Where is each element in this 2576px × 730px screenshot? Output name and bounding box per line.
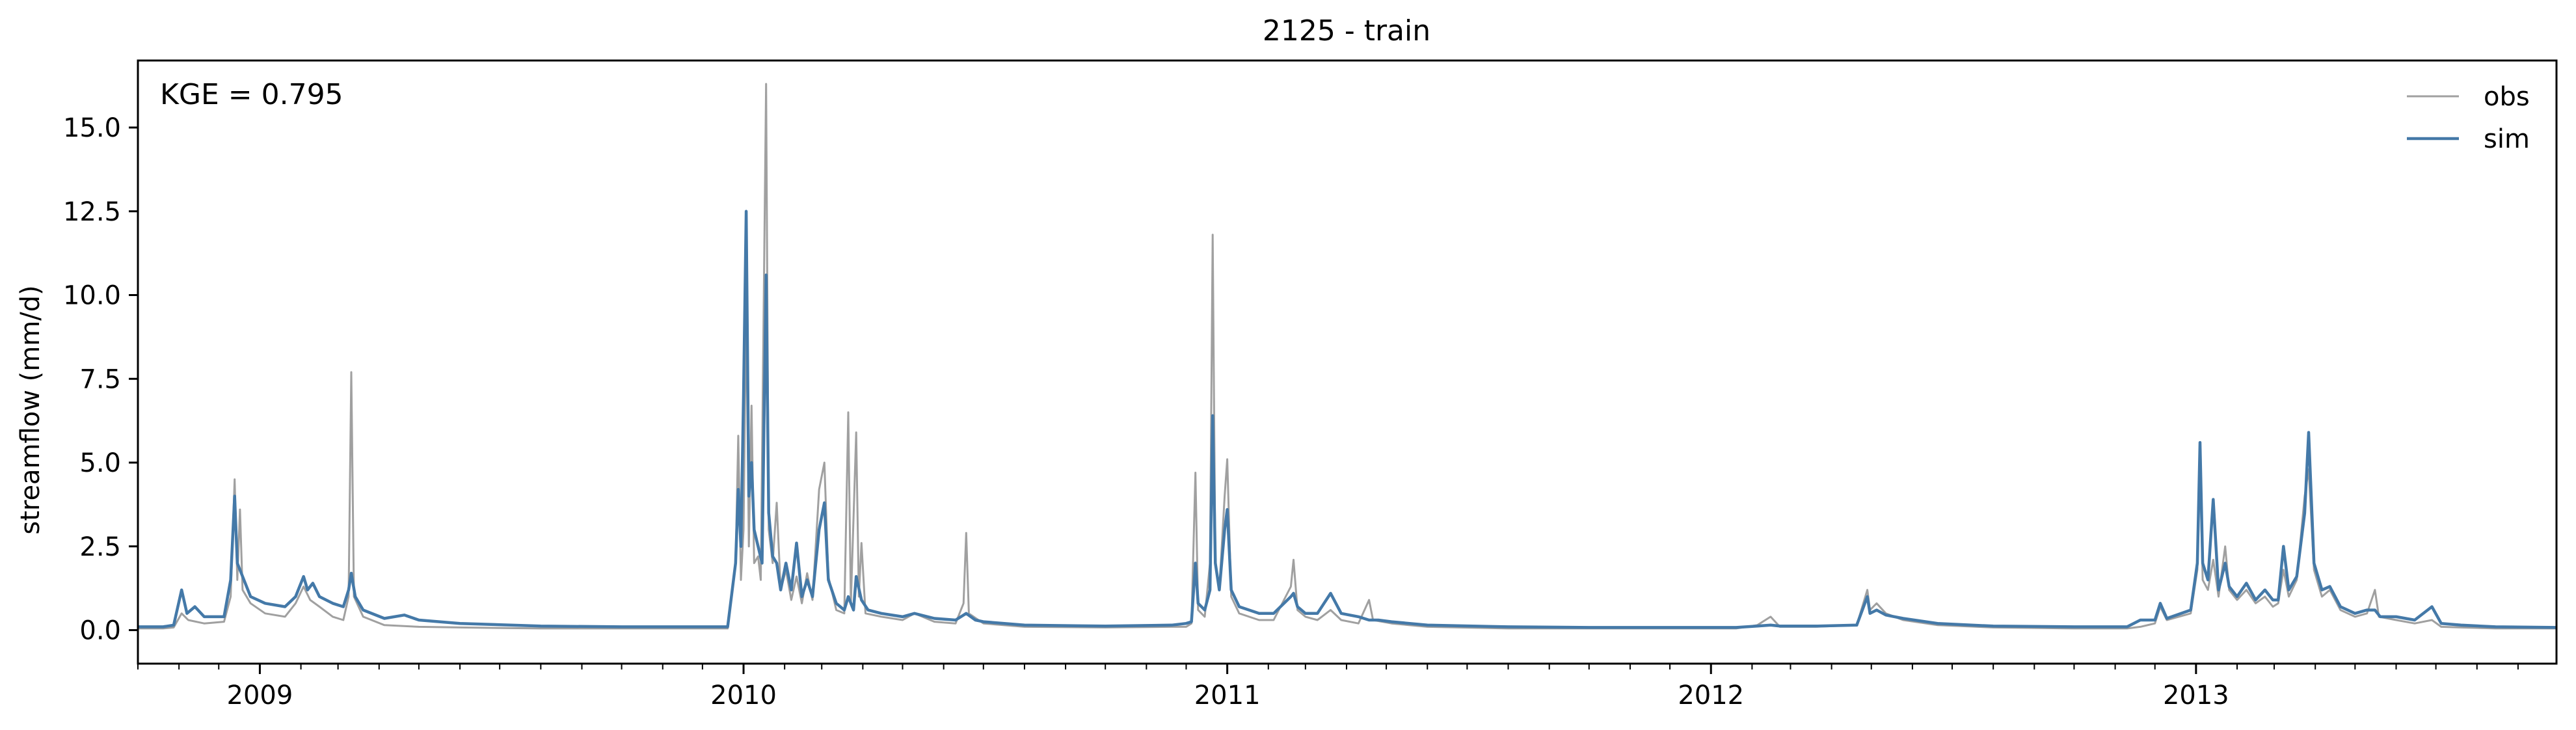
y-tick-label: 5.0 bbox=[79, 448, 121, 478]
y-tick-label: 12.5 bbox=[63, 197, 121, 227]
x-tick-label: 2011 bbox=[1194, 681, 1261, 710]
x-tick-label: 2013 bbox=[2163, 681, 2229, 710]
legend-label-obs: obs bbox=[2484, 82, 2530, 112]
x-axis-ticks: 2009 2010 2011 2012 2013 bbox=[137, 664, 2519, 710]
plot-frame bbox=[137, 59, 2558, 665]
chart-title: 2125 - train bbox=[1263, 14, 1430, 47]
x-tick-label: 2009 bbox=[227, 681, 293, 710]
legend: obs sim bbox=[2407, 82, 2530, 154]
series-layer bbox=[138, 83, 2557, 630]
x-tick-label: 2012 bbox=[1678, 681, 1744, 710]
y-tick-label: 10.0 bbox=[63, 281, 121, 311]
y-axis-label: streamflow (mm/d) bbox=[16, 285, 46, 534]
series-line-sim bbox=[138, 210, 2557, 629]
y-axis-ticks: 0.0 2.5 5.0 7.5 10.0 12.5 15.0 bbox=[63, 113, 138, 646]
legend-label-sim: sim bbox=[2484, 124, 2530, 154]
y-tick-label: 2.5 bbox=[79, 532, 121, 562]
y-tick-label: 7.5 bbox=[79, 364, 121, 394]
kge-annotation: KGE = 0.795 bbox=[160, 78, 343, 111]
y-tick-label: 0.0 bbox=[79, 616, 121, 646]
x-tick-label: 2010 bbox=[710, 681, 777, 710]
y-tick-label: 15.0 bbox=[63, 113, 121, 143]
